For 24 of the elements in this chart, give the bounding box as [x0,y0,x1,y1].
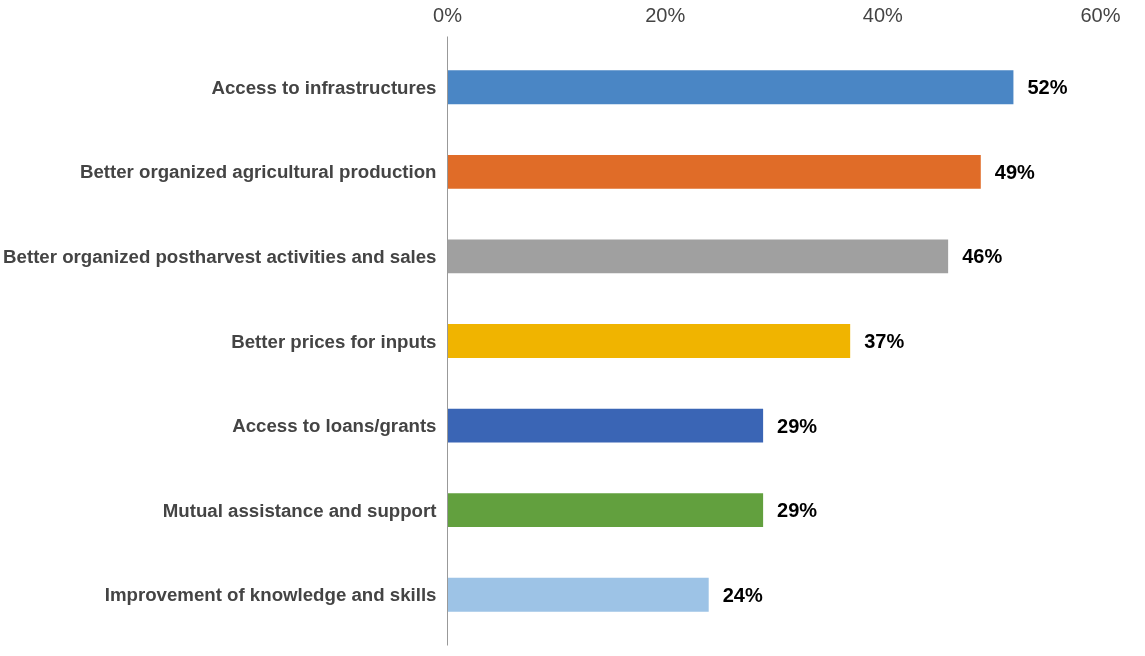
data-label: 29% [777,414,818,437]
data-label: 49% [994,160,1036,183]
y-tick-label: Better prices for inputs [231,330,437,352]
y-tick-label: Mutual assistance and support [162,499,437,521]
bar [447,154,981,189]
data-label: 52% [1027,76,1068,99]
bar [447,324,851,358]
y-tick-label: Better organized postharvest activities and sales [3,245,437,267]
bar [447,408,764,443]
x-tick-label: 20% [645,3,686,26]
data-label: 24% [722,583,763,606]
x-tick-label: 40% [862,3,904,26]
bar [447,70,1014,105]
x-tick-label: 0% [433,3,463,26]
x-tick-label: 60% [1080,3,1121,26]
y-tick-label: Access to infrastructures [211,76,437,98]
bar [447,577,709,612]
y-tick-label: Access to loans/grants [232,415,437,437]
data-label: 37% [864,330,905,352]
bar [447,493,764,528]
data-label: 46% [962,245,1003,268]
y-tick-label: Improvement of knowledge and skills [104,584,437,606]
y-tick-label: Better organized agricultural production [79,161,437,183]
data-label: 29% [777,499,818,522]
